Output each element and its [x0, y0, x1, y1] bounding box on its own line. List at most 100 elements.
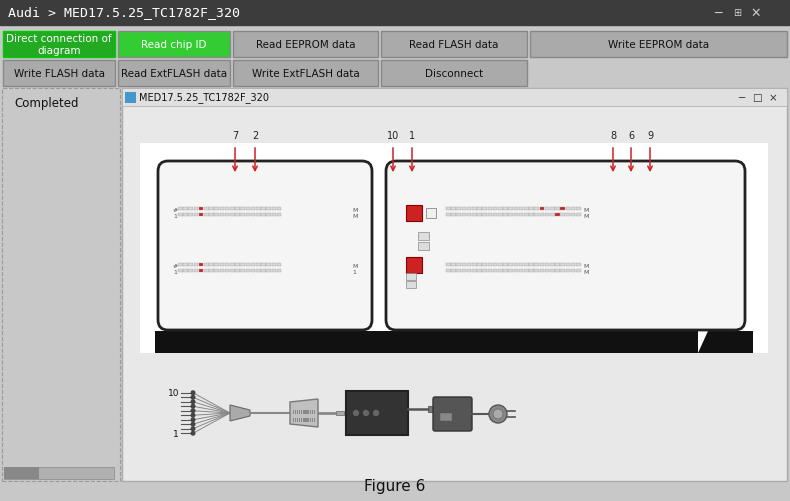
Bar — [483, 263, 487, 267]
Circle shape — [191, 405, 195, 408]
Bar — [194, 269, 198, 273]
Bar — [194, 263, 198, 267]
Bar — [209, 269, 214, 273]
Text: Read ExtFLASH data: Read ExtFLASH data — [121, 69, 227, 79]
Bar — [230, 213, 235, 216]
Bar — [310, 418, 311, 422]
Bar — [250, 207, 255, 210]
Bar — [240, 213, 245, 216]
Bar — [467, 207, 472, 210]
Text: M: M — [352, 263, 357, 268]
Text: ─: ─ — [738, 93, 744, 103]
Bar — [418, 232, 429, 240]
Bar — [301, 410, 302, 414]
Bar — [381, 61, 527, 87]
Bar — [529, 269, 534, 273]
Bar — [301, 418, 302, 422]
Bar — [240, 263, 245, 267]
Bar — [266, 269, 271, 273]
Bar — [524, 269, 529, 273]
Bar — [297, 418, 298, 422]
Bar — [240, 207, 245, 210]
Bar — [566, 263, 570, 267]
Bar — [446, 207, 450, 210]
Bar — [477, 269, 482, 273]
Bar — [183, 263, 188, 267]
Bar — [261, 269, 265, 273]
Bar — [472, 263, 476, 267]
Bar — [188, 207, 193, 210]
Bar — [483, 213, 487, 216]
Bar — [566, 213, 570, 216]
Bar — [199, 207, 203, 210]
Bar — [540, 207, 544, 210]
Bar — [530, 32, 787, 58]
Bar — [534, 263, 539, 267]
Bar — [534, 207, 539, 210]
Bar — [571, 263, 575, 267]
Text: 2: 2 — [252, 131, 258, 141]
Bar — [312, 410, 313, 414]
Bar — [3, 32, 115, 58]
Bar — [467, 263, 472, 267]
Bar — [209, 213, 214, 216]
Bar — [230, 269, 235, 273]
Bar — [524, 213, 529, 216]
Bar — [498, 213, 502, 216]
Bar — [555, 269, 559, 273]
Bar — [256, 213, 261, 216]
Bar — [272, 269, 276, 273]
Bar — [200, 331, 698, 353]
Bar — [246, 213, 250, 216]
Bar — [451, 263, 456, 267]
Bar — [550, 207, 555, 210]
Bar — [214, 207, 219, 210]
Bar — [209, 263, 214, 267]
Text: □: □ — [752, 93, 762, 103]
Circle shape — [493, 409, 503, 419]
Text: ✕: ✕ — [750, 7, 762, 20]
Bar — [266, 207, 271, 210]
Text: 8: 8 — [610, 131, 616, 141]
Text: Disconnect: Disconnect — [425, 69, 483, 79]
Circle shape — [191, 423, 195, 426]
Bar — [272, 263, 276, 267]
Bar — [225, 263, 229, 267]
Bar — [509, 213, 513, 216]
Text: Read FLASH data: Read FLASH data — [409, 40, 498, 50]
Bar — [451, 213, 456, 216]
Text: ─: ─ — [714, 7, 722, 20]
Bar — [122, 89, 787, 107]
Bar — [214, 213, 219, 216]
Bar — [304, 418, 306, 422]
Bar — [487, 263, 492, 267]
Bar — [418, 242, 429, 250]
Text: 10: 10 — [167, 388, 179, 397]
Bar — [550, 263, 555, 267]
Bar — [204, 263, 209, 267]
Bar — [498, 263, 502, 267]
Bar — [550, 213, 555, 216]
Bar — [194, 207, 198, 210]
Polygon shape — [230, 405, 250, 421]
Bar — [199, 269, 203, 273]
Bar — [457, 269, 461, 273]
Bar — [314, 418, 315, 422]
Bar — [183, 213, 188, 216]
Bar — [266, 263, 271, 267]
Bar — [472, 207, 476, 210]
Bar — [178, 207, 182, 210]
Text: 1: 1 — [173, 213, 177, 218]
Bar — [233, 32, 378, 58]
Bar — [555, 263, 559, 267]
Bar — [406, 274, 416, 281]
Bar — [477, 207, 482, 210]
Bar — [545, 207, 549, 210]
Bar — [246, 207, 250, 210]
Bar — [336, 411, 344, 415]
Circle shape — [489, 405, 507, 423]
FancyBboxPatch shape — [158, 162, 372, 330]
Text: 9: 9 — [647, 131, 653, 141]
Bar — [183, 207, 188, 210]
Bar — [0, 0, 790, 26]
